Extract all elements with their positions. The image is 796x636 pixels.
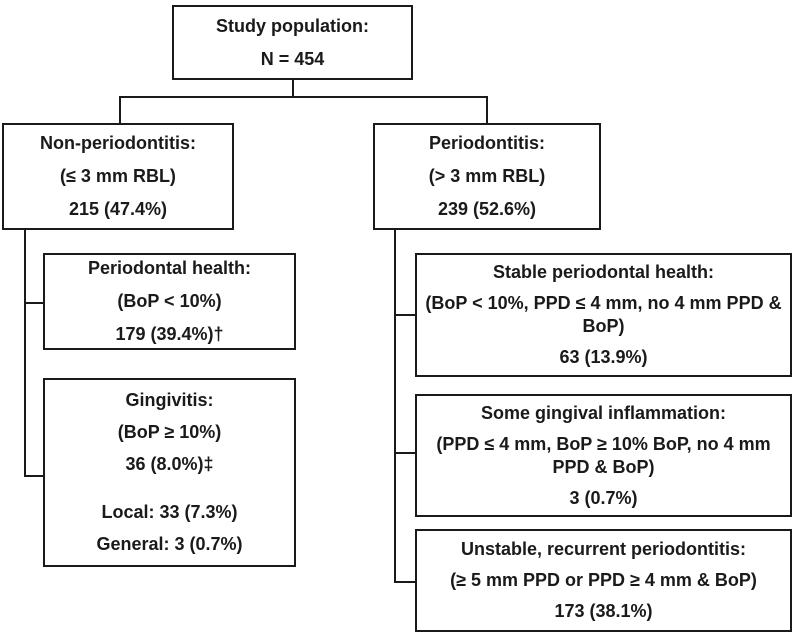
stable-periodontal-health-box: Stable periodontal health: (BoP < 10%, P… bbox=[415, 253, 792, 377]
non-periodontitis-criteria: (≤ 3 mm RBL) bbox=[60, 166, 176, 186]
gingivitis-title: Gingivitis: bbox=[125, 390, 214, 410]
connector-root-stem bbox=[292, 80, 294, 97]
connector-right-stub-unstable bbox=[396, 581, 415, 583]
connector-split-horizontal bbox=[119, 96, 488, 98]
gingivitis-box: Gingivitis: (BoP ≥ 10%) 36 (8.0%)‡ Local… bbox=[43, 378, 296, 567]
some-gingival-inflammation-title: Some gingival inflammation: bbox=[480, 402, 727, 423]
gingivitis-local-count: Local: 33 (7.3%) bbox=[101, 502, 238, 522]
stable-periodontal-health-title: Stable periodontal health: bbox=[492, 262, 715, 282]
non-periodontitis-box: Non-periodontitis: (≤ 3 mm RBL) 215 (47.… bbox=[2, 123, 234, 230]
periodontal-health-box: Periodontal health: (BoP < 10%) 179 (39.… bbox=[43, 253, 296, 350]
non-periodontitis-count: 215 (47.4%) bbox=[68, 199, 168, 219]
some-gingival-inflammation-box: Some gingival inflammation: (PPD ≤ 4 mm,… bbox=[415, 394, 792, 517]
periodontitis-title: Periodontitis: bbox=[429, 133, 545, 153]
some-gingival-inflammation-count: 3 (0.7%) bbox=[569, 487, 638, 508]
stable-periodontal-health-count: 63 (13.9%) bbox=[559, 347, 648, 367]
connector-left-stub-gingivitis bbox=[26, 475, 43, 477]
stable-periodontal-health-criteria: (BoP < 10%, PPD ≤ 4 mm, no 4 mm PPD & Bo… bbox=[425, 293, 782, 336]
some-gingival-inflammation-criteria: (PPD ≤ 4 mm, BoP ≥ 10% BoP, no 4 mm PPD … bbox=[436, 433, 771, 477]
periodontitis-criteria: (> 3 mm RBL) bbox=[428, 166, 546, 186]
periodontal-health-count: 179 (39.4%)† bbox=[115, 324, 224, 344]
periodontitis-box: Periodontitis: (> 3 mm RBL) 239 (52.6%) bbox=[373, 123, 601, 230]
connector-left-stub-health bbox=[26, 302, 43, 304]
periodontal-health-title: Periodontal health: bbox=[87, 258, 251, 278]
connector-split-left-drop bbox=[119, 96, 121, 123]
periodontitis-count: 239 (52.6%) bbox=[437, 199, 537, 219]
study-population-box: Study population: N = 454 bbox=[172, 5, 413, 80]
connector-right-trunk bbox=[394, 230, 396, 583]
unstable-recurrent-periodontitis-box: Unstable, recurrent periodontitis: (≥ 5 … bbox=[415, 529, 792, 632]
unstable-recurrent-periodontitis-title: Unstable, recurrent periodontitis: bbox=[460, 539, 747, 559]
study-population-title: Study population: bbox=[216, 15, 369, 36]
connector-split-right-drop bbox=[486, 96, 488, 123]
gingivitis-count: 36 (8.0%)‡ bbox=[125, 454, 214, 474]
unstable-recurrent-periodontitis-criteria: (≥ 5 mm PPD or PPD ≥ 4 mm & BoP) bbox=[450, 570, 757, 590]
study-population-count: N = 454 bbox=[260, 48, 325, 69]
connector-right-stub-stable bbox=[396, 314, 415, 316]
gingivitis-criteria: (BoP ≥ 10%) bbox=[117, 422, 222, 442]
connector-left-trunk bbox=[24, 230, 26, 477]
gingivitis-general-count: General: 3 (0.7%) bbox=[96, 534, 243, 554]
periodontal-health-criteria: (BoP < 10%) bbox=[117, 291, 222, 311]
connector-right-stub-inflammation bbox=[396, 452, 415, 454]
non-periodontitis-title: Non-periodontitis: bbox=[40, 133, 196, 153]
unstable-recurrent-periodontitis-count: 173 (38.1%) bbox=[554, 601, 653, 621]
